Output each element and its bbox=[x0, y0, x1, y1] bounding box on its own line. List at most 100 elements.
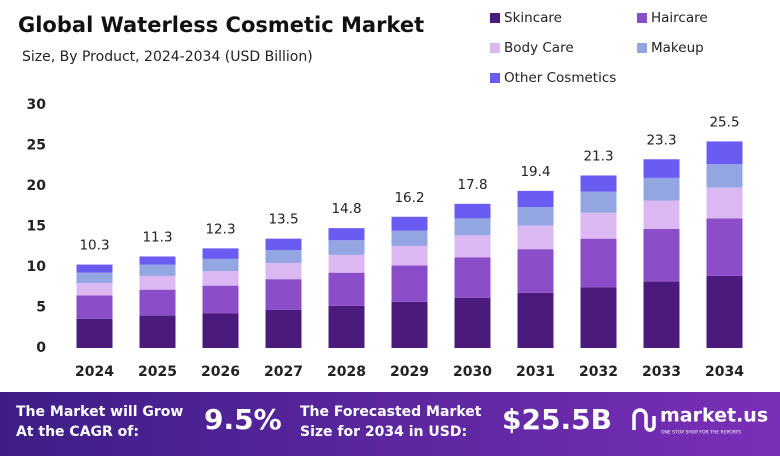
total-label: 10.3 bbox=[79, 238, 109, 254]
total-label: 23.3 bbox=[646, 132, 676, 148]
forecast-label: Size for 2034 in USD: bbox=[300, 424, 467, 440]
total-label: 13.5 bbox=[268, 212, 298, 228]
bar-segment bbox=[643, 200, 680, 229]
x-tick-label: 2029 bbox=[390, 364, 429, 380]
bar-segment bbox=[202, 313, 239, 348]
bar-segment bbox=[580, 238, 617, 288]
bar-segment bbox=[265, 238, 302, 250]
bar-segment bbox=[391, 301, 428, 348]
total-label: 17.8 bbox=[457, 177, 487, 193]
bar-segment bbox=[517, 225, 554, 250]
cagr-value: 9.5% bbox=[204, 403, 282, 436]
legend-label: Other Cosmetics bbox=[504, 70, 616, 86]
bar-segment bbox=[202, 271, 239, 286]
footer-banner bbox=[0, 392, 780, 456]
total-label: 16.2 bbox=[394, 190, 424, 206]
bar-segment bbox=[328, 228, 365, 241]
y-tick-label: 15 bbox=[27, 219, 46, 235]
bar-segment bbox=[580, 191, 617, 213]
bar-segment bbox=[76, 283, 113, 296]
bar-segment bbox=[328, 305, 365, 348]
bar-segment bbox=[391, 245, 428, 266]
bar-segment bbox=[76, 272, 113, 284]
bar-segment bbox=[76, 264, 113, 273]
bar-segment bbox=[643, 159, 680, 178]
y-tick-label: 0 bbox=[36, 340, 46, 356]
bar-segment bbox=[328, 254, 365, 273]
bar-segment bbox=[328, 272, 365, 306]
bar-segment bbox=[202, 258, 239, 272]
y-tick-label: 5 bbox=[36, 300, 46, 316]
bar-segment bbox=[202, 285, 239, 314]
x-tick-label: 2024 bbox=[75, 364, 114, 380]
x-tick-label: 2026 bbox=[201, 364, 240, 380]
y-tick-label: 30 bbox=[27, 97, 47, 113]
total-label: 12.3 bbox=[205, 221, 235, 237]
x-tick-label: 2032 bbox=[579, 364, 618, 380]
legend-swatch bbox=[490, 13, 500, 23]
bar-segment bbox=[454, 257, 491, 298]
forecast-label: The Forecasted Market bbox=[300, 404, 482, 420]
bar-segment bbox=[391, 230, 428, 246]
total-label: 14.8 bbox=[331, 201, 361, 217]
y-tick-label: 10 bbox=[27, 259, 47, 275]
x-tick-label: 2034 bbox=[705, 364, 744, 380]
legend-label: Skincare bbox=[504, 10, 562, 26]
bar-segment bbox=[76, 295, 113, 319]
x-tick-label: 2033 bbox=[642, 364, 681, 380]
bar-segment bbox=[454, 218, 491, 236]
bar-segment bbox=[643, 281, 680, 348]
bar-segment bbox=[706, 218, 743, 276]
bar-segment bbox=[391, 265, 428, 302]
legend-swatch bbox=[490, 73, 500, 83]
legend-swatch bbox=[490, 43, 500, 53]
bar-segment bbox=[580, 175, 617, 192]
bar-segment bbox=[517, 249, 554, 293]
bar-segment bbox=[139, 256, 176, 265]
x-tick-label: 2028 bbox=[327, 364, 366, 380]
bar-segment bbox=[517, 190, 554, 208]
legend-label: Makeup bbox=[651, 40, 704, 56]
cagr-label: The Market will Grow bbox=[16, 404, 183, 420]
bar-segment bbox=[706, 275, 743, 348]
bar-segment bbox=[139, 275, 176, 290]
total-label: 11.3 bbox=[142, 229, 172, 245]
bar-segment bbox=[265, 309, 302, 348]
chart-title: Global Waterless Cosmetic Market bbox=[18, 13, 424, 37]
total-label: 25.5 bbox=[709, 114, 739, 130]
bar-segment bbox=[265, 249, 302, 263]
cagr-label: At the CAGR of: bbox=[16, 424, 139, 440]
bar-segment bbox=[265, 279, 302, 310]
bar-segment bbox=[454, 203, 491, 219]
bar-segment bbox=[76, 318, 113, 348]
total-label: 21.3 bbox=[583, 148, 613, 164]
x-tick-label: 2027 bbox=[264, 364, 303, 380]
brand-logo bbox=[632, 408, 656, 432]
legend-label: Body Care bbox=[504, 40, 574, 56]
y-tick-label: 25 bbox=[27, 138, 46, 154]
x-tick-label: 2030 bbox=[453, 364, 492, 380]
brand: market.us bbox=[660, 405, 768, 427]
brand-tagline: ONE STOP SHOP FOR THE REPORTS bbox=[661, 430, 741, 436]
bar-segment bbox=[706, 164, 743, 188]
bar-segment bbox=[202, 248, 239, 259]
y-tick-label: 20 bbox=[27, 178, 47, 194]
total-label: 19.4 bbox=[520, 164, 550, 180]
bar-segment bbox=[454, 235, 491, 258]
forecast-value: $25.5B bbox=[502, 403, 612, 436]
bar-segment bbox=[517, 207, 554, 226]
bar-segment bbox=[139, 315, 176, 348]
legend-swatch bbox=[637, 13, 647, 23]
bar-segment bbox=[391, 216, 428, 231]
bar-segment bbox=[580, 212, 617, 239]
bar-segment bbox=[139, 264, 176, 276]
legend-swatch bbox=[637, 43, 647, 53]
chart-subtitle: Size, By Product, 2024-2034 (USD Billion… bbox=[22, 49, 313, 65]
bar-segment bbox=[706, 187, 743, 219]
bar-segment bbox=[706, 141, 743, 165]
bar-segment bbox=[328, 240, 365, 255]
legend-label: Haircare bbox=[651, 10, 708, 26]
x-tick-label: 2025 bbox=[138, 364, 177, 380]
